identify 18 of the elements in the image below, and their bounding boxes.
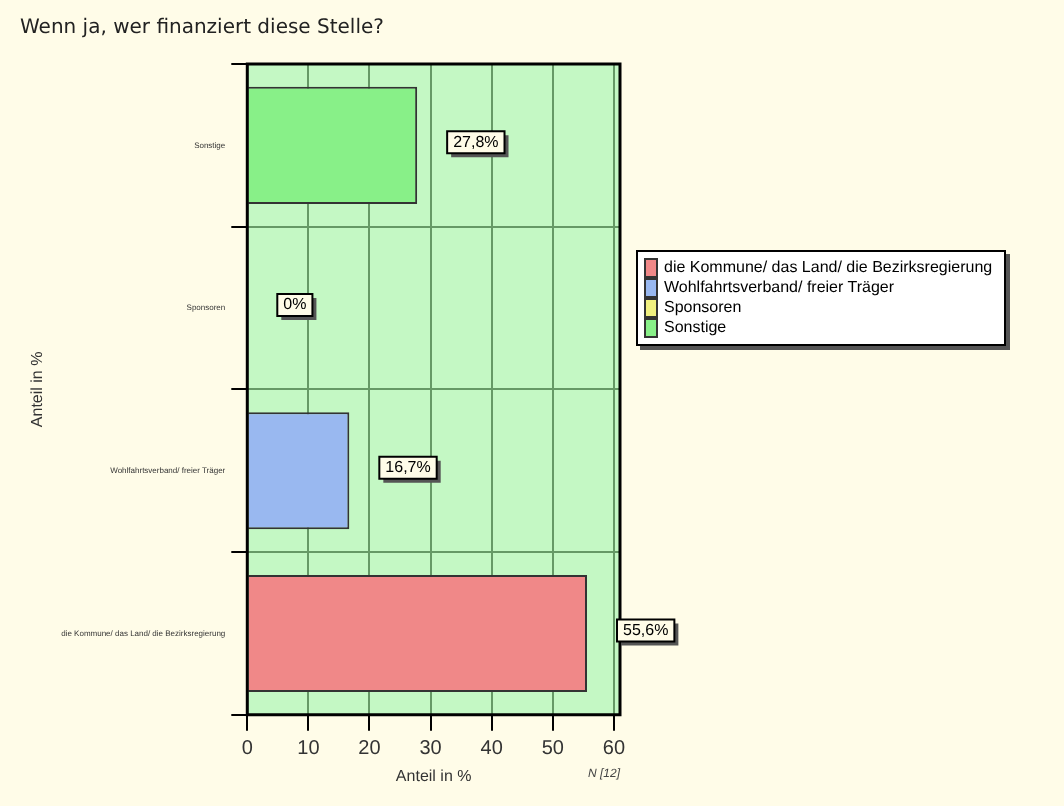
x-axis-title: Anteil in % — [395, 766, 472, 785]
legend-label: Sponsoren — [664, 298, 742, 318]
x-tick-label: 10 — [297, 738, 321, 761]
legend-label: Sonstige — [664, 318, 727, 338]
x-tick-label: 20 — [358, 738, 382, 761]
x-tick-label: 0 — [241, 738, 254, 761]
y-axis-title: Anteil in % — [28, 351, 47, 428]
x-tick-label: 60 — [602, 738, 626, 761]
data-label: 55,6% — [623, 620, 669, 639]
chart-title: Wenn ja, wer finanziert diese Stelle? — [20, 17, 384, 40]
data-label: 16,7% — [385, 458, 431, 477]
x-tick-label: 30 — [419, 738, 443, 761]
data-label: 27,8% — [453, 132, 499, 151]
x-tick-label: 50 — [541, 738, 565, 761]
legend-label: die Kommune/ das Land/ die Bezirksregierung — [664, 258, 993, 278]
x-tick-label: 40 — [480, 738, 504, 761]
data-label: 0% — [283, 295, 307, 314]
legend-label: Wohlfahrtsverband/ freier Träger — [664, 278, 895, 298]
